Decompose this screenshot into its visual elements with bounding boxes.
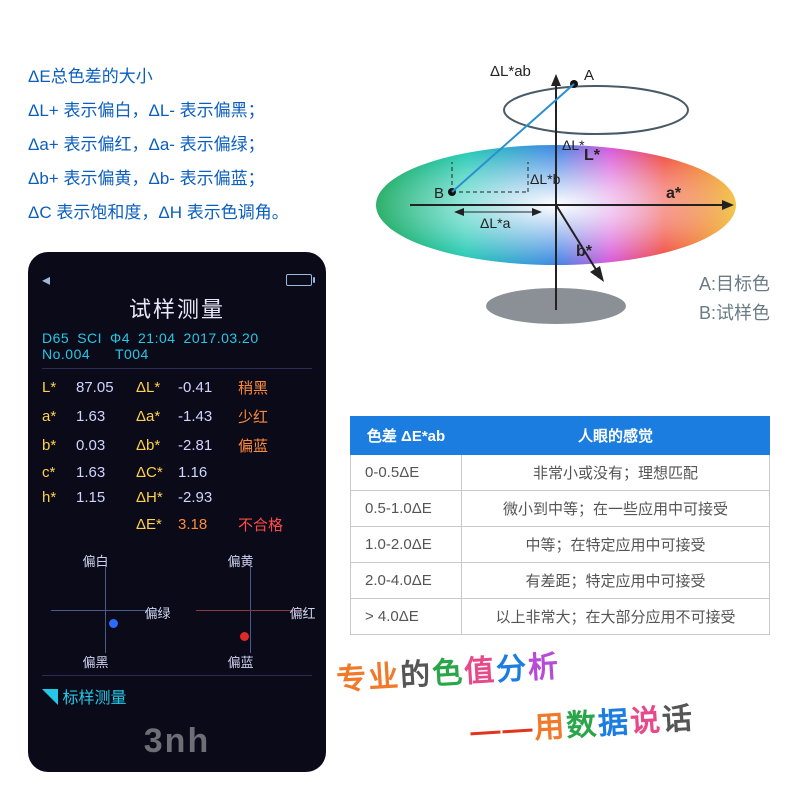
row-val: 87.05	[76, 379, 130, 396]
back-icon: ◥	[42, 690, 58, 707]
de-sym: ΔE*	[136, 516, 172, 533]
table-row: 2.0-4.0ΔE有差距；特定应用中可接受	[351, 563, 770, 599]
svg-text:a*: a*	[666, 185, 682, 202]
svg-text:B: B	[434, 185, 444, 202]
svg-text:A: A	[584, 67, 594, 84]
legend-B: B:试样色	[699, 299, 770, 328]
legend-line: ΔL+ 表示偏白，ΔL- 表示偏黑；	[28, 94, 289, 128]
lbl-dLab: ΔL*ab	[490, 63, 531, 80]
measurement-grid: L* 87.05 ΔL* -0.41 稍黑 a* 1.63 Δa* -1.43 …	[42, 377, 312, 535]
device-info-1: D65 SCI Φ4 21:04 2017.03.20	[42, 330, 312, 346]
table-row: > 4.0ΔE以上非常大；在大部分应用不可接受	[351, 599, 770, 635]
row-dval: -0.41	[178, 379, 232, 396]
legend-line: Δb+ 表示偏黄，Δb- 表示偏蓝；	[28, 162, 289, 196]
delta-legend: ΔE总色差的大小 ΔL+ 表示偏白，ΔL- 表示偏黑； Δa+ 表示偏红，Δa-…	[28, 60, 289, 230]
standard-measure-button[interactable]: ◥ 标样测量	[42, 675, 312, 708]
row-dsym: ΔL*	[136, 379, 172, 396]
th-range: 色差 ΔE*ab	[351, 417, 462, 455]
home-icon[interactable]: ◂	[42, 270, 50, 290]
svg-text:L*: L*	[584, 147, 601, 164]
slogan-line-2: ——用数据说话	[469, 693, 695, 751]
slogan-line-1: 专业的色值分析	[335, 641, 561, 699]
device-brand: 3nh	[42, 722, 312, 761]
svg-text:ΔL*b: ΔL*b	[530, 171, 561, 187]
svg-text:b*: b*	[576, 243, 593, 260]
table-row: 1.0-2.0ΔE中等；在特定应用中可接受	[351, 527, 770, 563]
device-info-2: No.004 T004	[42, 346, 312, 362]
th-perception: 人眼的感觉	[462, 417, 770, 455]
axis-L-a: 偏白 偏绿 偏黑	[45, 555, 165, 665]
axis-b-a: 偏黄 偏红 偏蓝	[190, 555, 310, 665]
diagram-legend: A:目标色 B:试样色	[699, 270, 770, 328]
svg-text:ΔL*a: ΔL*a	[480, 215, 511, 231]
axis-indicators: 偏白 偏绿 偏黑 偏黄 偏红 偏蓝	[42, 555, 312, 665]
legend-line: ΔE总色差的大小	[28, 60, 289, 94]
row-sym: L*	[42, 379, 70, 396]
row-eval: 稍黑	[238, 377, 312, 398]
device-title: 试样测量	[42, 292, 312, 324]
table-row: 0.5-1.0ΔE微小到中等；在一些应用中可接受	[351, 491, 770, 527]
table-row: 0-0.5ΔE非常小或没有；理想匹配	[351, 455, 770, 491]
de-val: 3.18	[178, 516, 232, 533]
legend-A: A:目标色	[699, 270, 770, 299]
legend-line: Δa+ 表示偏红，Δa- 表示偏绿；	[28, 128, 289, 162]
legend-line: ΔC 表示饱和度，ΔH 表示色调角。	[28, 196, 289, 230]
battery-icon	[286, 274, 312, 286]
svg-text:ΔL*: ΔL*	[562, 137, 585, 153]
de-result: 不合格	[238, 514, 312, 535]
delta-e-table: 色差 ΔE*ab 人眼的感觉 0-0.5ΔE非常小或没有；理想匹配 0.5-1.…	[350, 416, 770, 635]
colorimeter-device: ◂ 试样测量 D65 SCI Φ4 21:04 2017.03.20 No.00…	[28, 252, 326, 772]
